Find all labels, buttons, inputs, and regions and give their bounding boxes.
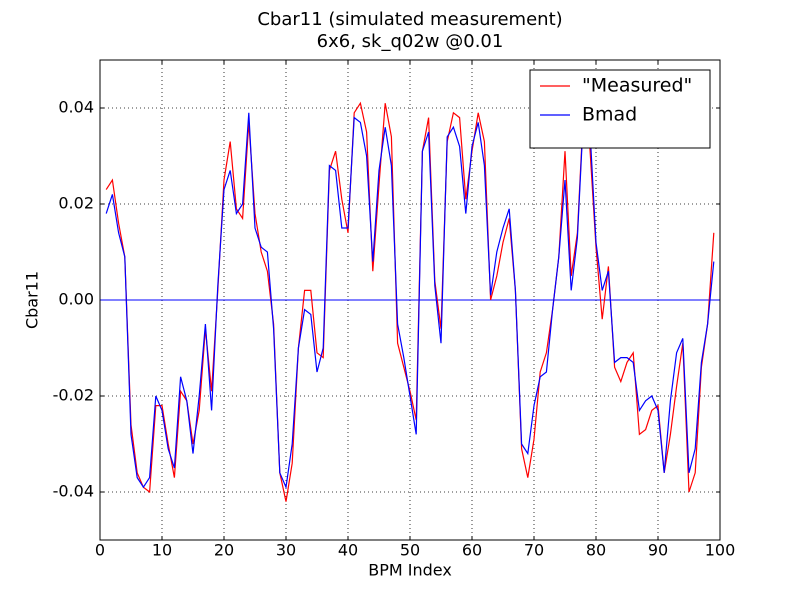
x-tick-label: 30 — [276, 541, 296, 560]
x-tick-label: 20 — [214, 541, 234, 560]
legend-box — [529, 69, 711, 149]
chart-subtitle: 6x6, sk_q02w @0.01 — [317, 31, 504, 52]
x-tick-label: 10 — [152, 541, 172, 560]
y-tick-label: 0.02 — [58, 194, 94, 213]
x-tick-label: 40 — [338, 541, 358, 560]
y-tick-label: 0.00 — [58, 290, 94, 309]
x-tick-label: 50 — [400, 541, 420, 560]
y-tick-label: 0.04 — [58, 98, 94, 117]
legend-label: Bmad — [582, 104, 637, 126]
chart-title: Cbar11 (simulated measurement) — [257, 9, 562, 30]
x-tick-label: 100 — [705, 541, 736, 560]
x-axis-label: BPM Index — [368, 561, 452, 580]
plot-frame — [99, 59, 721, 541]
x-tick-label: 70 — [524, 541, 544, 560]
x-tick-label: 80 — [586, 541, 606, 560]
x-tick-label: 90 — [648, 541, 668, 560]
x-tick-label: 0 — [95, 541, 105, 560]
y-tick-label: -0.04 — [53, 482, 94, 501]
data-line — [105, 112, 715, 490]
legend-label: "Measured" — [582, 75, 692, 97]
y-axis-label: Cbar11 — [23, 271, 42, 329]
x-tick-label: 60 — [462, 541, 482, 560]
y-tick-label: -0.02 — [53, 386, 94, 405]
